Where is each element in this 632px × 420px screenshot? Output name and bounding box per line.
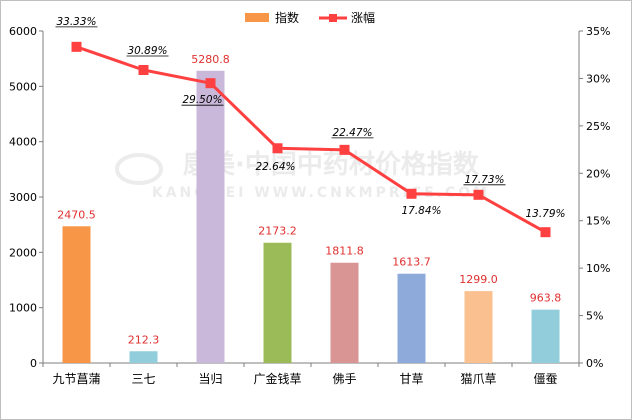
bar	[464, 291, 493, 363]
right-tick-label: 20%	[586, 167, 610, 180]
bar	[196, 70, 225, 364]
category-label: 僵蚕	[533, 372, 557, 386]
watermark-logo-icon	[115, 153, 163, 185]
line-series-path	[76, 45, 547, 234]
bar-value-label: 212.3	[128, 333, 160, 346]
legend-line-marker	[329, 14, 337, 22]
left-tick-label: 3000	[9, 191, 37, 204]
right-tick-label: 10%	[586, 262, 610, 275]
legend-label-change: 涨幅	[351, 10, 375, 25]
left-tick-label: 0	[30, 357, 37, 370]
bar-value-label: 5280.8	[191, 53, 230, 66]
right-tick-label: 30%	[586, 72, 610, 85]
category-label: 当归	[198, 372, 222, 386]
line-value-label: 22.64%	[255, 161, 295, 173]
line-point-marker	[71, 41, 82, 52]
legend-label-index: 指数	[275, 10, 299, 25]
watermark-text: 康美·中国中药材价格指数	[183, 149, 480, 180]
category-label: 甘草	[399, 372, 423, 386]
left-tick-label: 5000	[9, 80, 37, 93]
left-tick-label: 6000	[9, 25, 37, 38]
category-label: 九节菖蒲	[52, 372, 100, 386]
line-value-label: 22.47%	[332, 127, 372, 139]
line-point-marker	[473, 189, 484, 200]
right-tick-label: 0%	[586, 357, 603, 370]
right-tick-label: 5%	[586, 310, 603, 323]
bar	[330, 262, 359, 363]
left-tick-label: 1000	[9, 302, 37, 315]
line-value-label: 13.79%	[525, 208, 565, 220]
line-point-marker	[138, 64, 149, 75]
category-label: 三七	[131, 372, 155, 386]
line-value-label: 17.84%	[401, 205, 441, 217]
bar-value-label: 2173.2	[258, 225, 297, 238]
bar-value-label: 1299.0	[459, 273, 498, 286]
bar-value-label: 1613.7	[392, 256, 431, 269]
legend-bar-swatch	[245, 13, 269, 22]
line-point-marker	[339, 144, 350, 155]
bar	[531, 309, 560, 363]
category-label: 猫爪草	[460, 372, 496, 386]
left-tick-label: 2000	[9, 246, 37, 259]
line-point-marker	[205, 78, 216, 89]
bar	[62, 226, 91, 363]
bar	[263, 242, 292, 363]
bar	[129, 351, 158, 363]
line-point-marker	[540, 227, 551, 238]
bar-value-label: 963.8	[530, 292, 562, 305]
right-tick-label: 25%	[586, 120, 610, 133]
line-value-label: 30.89%	[127, 45, 167, 57]
line-value-label: 33.33%	[56, 16, 96, 28]
line-point-marker	[272, 143, 283, 154]
right-tick-label: 15%	[586, 215, 610, 228]
left-tick-label: 4000	[9, 136, 37, 149]
category-label: 广金钱草	[253, 371, 301, 386]
bar	[397, 273, 426, 363]
line-value-label: 17.73%	[464, 174, 504, 186]
bar-value-label: 1811.8	[325, 245, 364, 258]
line-value-label: 29.50%	[182, 94, 222, 106]
bar-value-label: 2470.5	[57, 208, 96, 221]
line-point-marker	[406, 188, 417, 199]
right-tick-label: 35%	[586, 25, 610, 38]
category-label: 佛手	[332, 372, 356, 386]
